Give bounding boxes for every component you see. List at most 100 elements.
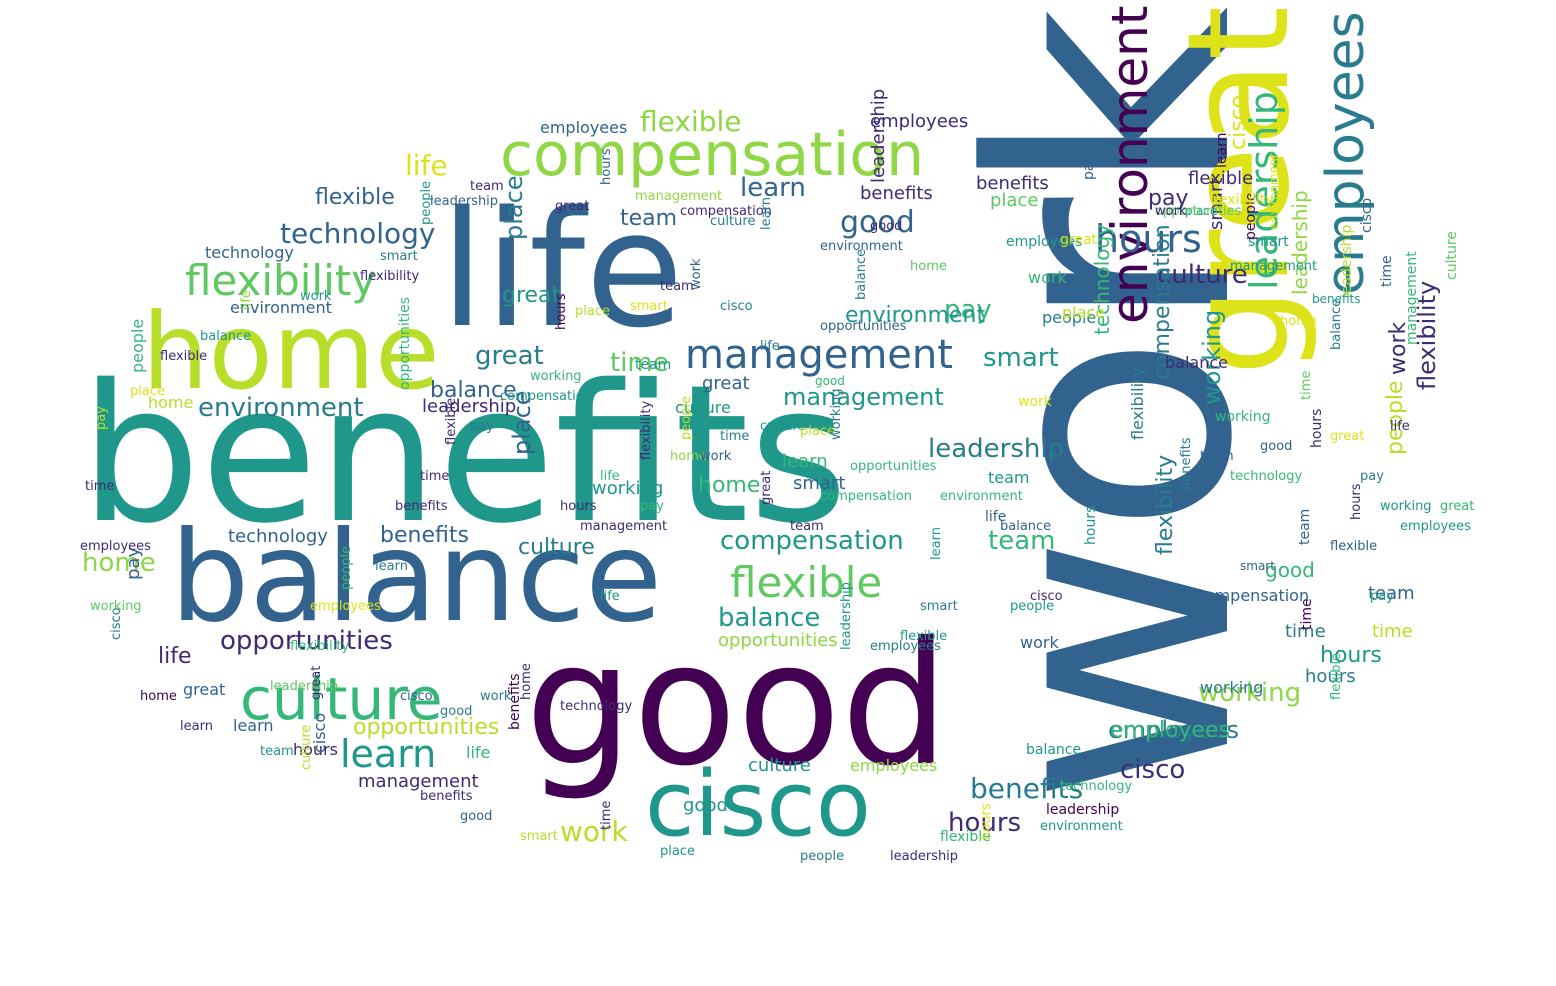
cloud-word: learn xyxy=(180,719,213,734)
cloud-word: benefits xyxy=(970,772,1084,805)
cloud-word: work xyxy=(300,289,332,304)
cloud-word: learn xyxy=(233,716,274,735)
cloud-word: team xyxy=(660,279,694,294)
cloud-word: flexible xyxy=(730,558,883,607)
cloud-word: compensation xyxy=(500,389,592,404)
cloud-word: employees xyxy=(1110,718,1231,743)
cloud-word: life xyxy=(239,290,254,310)
cloud-word: life xyxy=(405,149,448,182)
cloud-word: flexibility xyxy=(290,639,350,654)
cloud-word: good xyxy=(870,219,903,234)
cloud-word: flexible xyxy=(1330,539,1378,554)
cloud-word: technology xyxy=(1060,779,1133,794)
cloud-word: home xyxy=(519,663,534,700)
cloud-word: balance xyxy=(1000,519,1052,534)
cloud-word: flexible xyxy=(900,629,948,644)
cloud-word: pay xyxy=(1360,469,1384,484)
cloud-word: benefits xyxy=(80,344,848,565)
cloud-word: flexibility xyxy=(1153,454,1178,555)
cloud-word: culture xyxy=(748,755,811,776)
cloud-word: place xyxy=(800,424,835,439)
cloud-word: technology xyxy=(560,699,633,714)
cloud-word: people xyxy=(800,849,845,864)
cloud-word: team xyxy=(988,526,1056,556)
cloud-word: working xyxy=(1380,499,1432,514)
cloud-word: opportunities xyxy=(220,626,393,656)
cloud-word: cisco xyxy=(1359,197,1375,233)
cloud-word: team xyxy=(635,357,672,373)
cloud-word: smart xyxy=(793,473,846,494)
cloud-word: time xyxy=(1372,621,1413,642)
cloud-word: team xyxy=(1368,583,1415,604)
cloud-word: smart xyxy=(1240,559,1275,573)
cloud-word: team xyxy=(470,179,504,194)
cloud-word: benefits xyxy=(395,499,448,514)
cloud-word: pay xyxy=(944,295,992,325)
cloud-word: great xyxy=(309,665,324,700)
cloud-word: leadership xyxy=(422,396,517,417)
cloud-word: place xyxy=(575,304,610,319)
cloud-word: culture xyxy=(710,214,756,229)
cloud-word: home xyxy=(148,393,194,412)
cloud-word: working xyxy=(530,369,582,384)
cloud-word: cisco xyxy=(1120,755,1186,785)
cloud-word: hours xyxy=(979,803,994,840)
cloud-word: leadership xyxy=(839,581,854,650)
cloud-word: cisco xyxy=(720,299,753,314)
cloud-word: opportunities xyxy=(718,630,838,651)
cloud-word: work xyxy=(1018,394,1052,410)
cloud-word: people xyxy=(1010,599,1055,614)
cloud-word: team xyxy=(620,206,678,231)
cloud-word: pay xyxy=(470,419,494,434)
cloud-word: team xyxy=(790,519,824,534)
cloud-word: flexible xyxy=(1329,652,1344,700)
cloud-word: life xyxy=(466,743,491,762)
cloud-word: hours xyxy=(599,148,614,185)
cloud-word: good xyxy=(440,704,473,719)
cloud-word: benefits xyxy=(380,523,469,548)
cloud-word: place xyxy=(1185,204,1218,218)
cloud-word: leadership xyxy=(270,679,339,694)
cloud-word: flexible xyxy=(940,829,991,845)
cloud-word: time xyxy=(1379,255,1395,287)
cloud-word: opportunities xyxy=(397,296,413,390)
cloud-word: home xyxy=(142,291,440,413)
cloud-word: team xyxy=(988,468,1030,487)
cloud-word: compensation xyxy=(500,120,925,190)
cloud-word: smart xyxy=(520,829,558,844)
cloud-word: environment xyxy=(820,239,903,254)
cloud-word: balance xyxy=(718,603,821,633)
cloud-word: great xyxy=(475,341,544,371)
cloud-word: opportunities xyxy=(820,319,907,334)
cloud-word: hours xyxy=(293,740,338,759)
cloud-word: hours xyxy=(560,499,597,514)
cloud-word: flexibility xyxy=(185,256,377,305)
cloud-word: employees xyxy=(850,756,938,775)
cloud-word: smart xyxy=(380,249,418,264)
cloud-word: good xyxy=(1260,439,1293,454)
cloud-word: hours xyxy=(1349,483,1364,520)
cloud-word: people xyxy=(1042,308,1097,327)
cloud-word: great xyxy=(702,373,750,394)
cloud-word: flexibility xyxy=(639,400,654,460)
cloud-word: culture xyxy=(1444,231,1460,280)
cloud-word: place xyxy=(130,384,165,399)
cloud-word: management xyxy=(1230,259,1318,274)
cloud-word: life xyxy=(1390,419,1410,434)
cloud-word: compensation xyxy=(820,489,912,504)
cloud-word: flexibility xyxy=(360,269,420,284)
cloud-word: pay xyxy=(1081,154,1097,180)
cloud-word: flexible xyxy=(444,397,459,445)
cloud-word: life xyxy=(760,339,780,354)
cloud-word: home xyxy=(1280,314,1317,329)
cloud-word: flexible xyxy=(315,185,395,210)
cloud-word: employees xyxy=(1006,234,1083,250)
cloud-word: environment xyxy=(230,298,332,317)
cloud-word: learn xyxy=(1214,132,1230,168)
cloud-word: working xyxy=(90,599,142,614)
cloud-word: pay xyxy=(1148,186,1189,211)
cloud-word: place xyxy=(500,175,528,240)
cloud-word: benefits xyxy=(1312,292,1361,306)
cloud-word: leadership xyxy=(1046,802,1120,818)
